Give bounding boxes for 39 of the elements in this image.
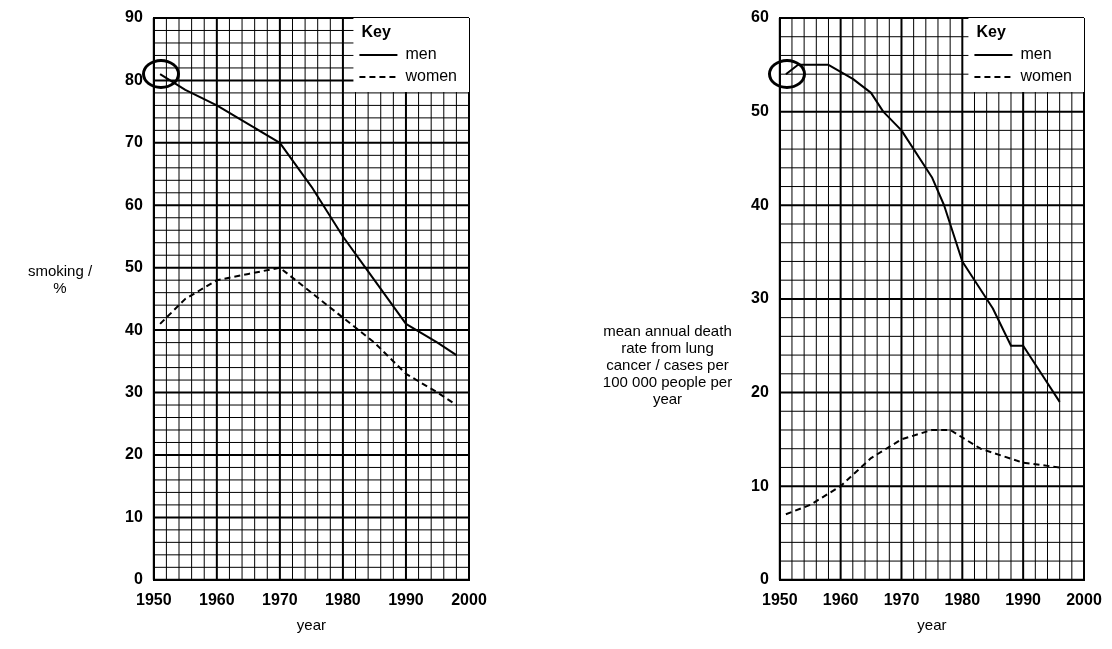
y-axis-title: smoking / % — [26, 262, 94, 296]
x-tick-label: 1960 — [199, 590, 235, 608]
y-tick-label: 50 — [125, 258, 143, 276]
x-axis-title: year — [917, 616, 947, 634]
y-tick-label: 60 — [751, 8, 769, 26]
x-axis-title: year — [296, 616, 326, 634]
legend-label: men — [1020, 45, 1052, 63]
y-tick-label: 20 — [751, 382, 769, 400]
y-tick-label: 0 — [133, 570, 143, 588]
legend-label: men — [405, 45, 437, 63]
legend-label: women — [404, 67, 457, 85]
x-tick-label: 2000 — [451, 590, 487, 608]
x-tick-label: 1960 — [822, 590, 859, 608]
y-tick-label: 30 — [751, 289, 769, 307]
x-tick-label: 1970 — [262, 590, 298, 608]
y-tick-label: 40 — [125, 320, 143, 338]
y-axis-title: mean annual death rate from lung cancer / cases per 100 000 people per year — [601, 322, 734, 407]
y-tick-label: 10 — [125, 507, 143, 525]
x-tick-label: 1950 — [762, 590, 798, 608]
y-tick-label: 40 — [751, 195, 769, 213]
x-tick-label: 1990 — [1005, 590, 1042, 608]
legend-title: Key — [976, 23, 1006, 41]
y-tick-label: 90 — [125, 8, 143, 26]
y-tick-label: 80 — [125, 70, 143, 88]
y-tick-label: 50 — [751, 102, 769, 120]
x-tick-label: 1990 — [388, 590, 424, 608]
y-tick-label: 0 — [759, 570, 769, 588]
y-tick-label: 20 — [125, 445, 143, 463]
y-tick-label: 70 — [125, 133, 143, 151]
x-tick-label: 2000 — [1066, 590, 1102, 608]
y-tick-label: 10 — [751, 476, 769, 494]
x-tick-label: 1980 — [944, 590, 981, 608]
legend-title: Key — [361, 23, 391, 41]
y-tick-label: 30 — [125, 382, 143, 400]
x-tick-label: 1970 — [883, 590, 920, 608]
x-tick-label: 1950 — [136, 590, 172, 608]
x-tick-label: 1980 — [325, 590, 361, 608]
y-tick-label: 60 — [125, 195, 143, 213]
legend-label: women — [1019, 67, 1072, 85]
